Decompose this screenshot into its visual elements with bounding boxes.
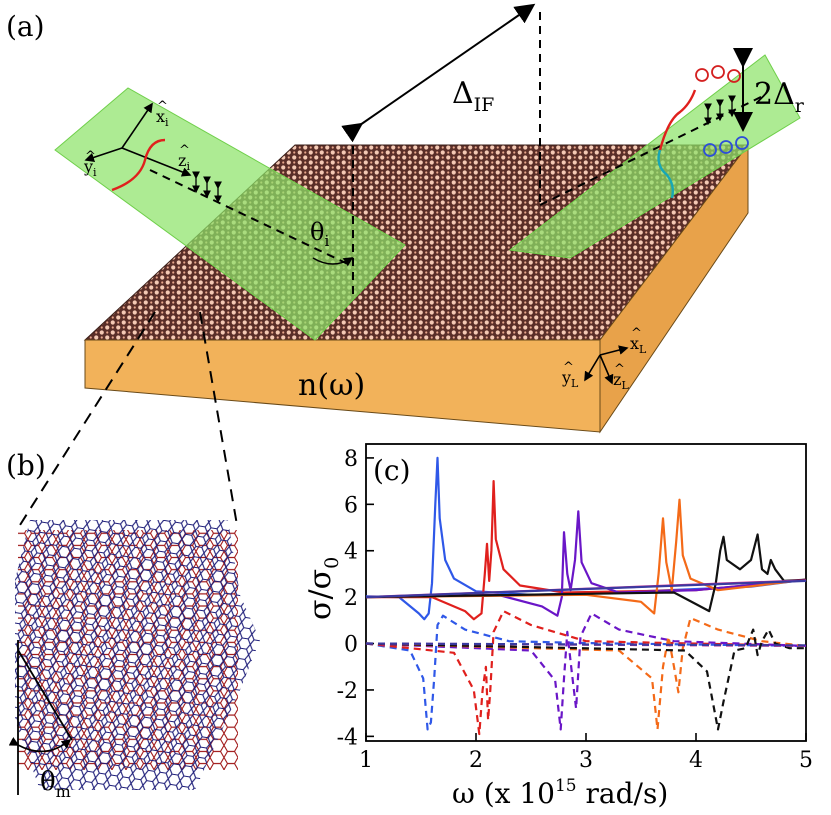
delta-r-label: 2Δr: [754, 77, 805, 117]
y-tick-label-3: 2: [344, 586, 358, 611]
theta-m-arc: [8, 736, 72, 753]
reflected-spin-beams: [657, 65, 749, 199]
panel-label-c: (c): [373, 454, 411, 487]
y-tick-label-6: 8: [344, 447, 358, 472]
y-tick-label-5: 6: [344, 493, 358, 518]
series-black-imag: [365, 628, 806, 731]
theta-m-tilted: [17, 649, 73, 741]
axis-yl-label: yL: [561, 368, 579, 390]
y-tick-label-0: -4: [337, 725, 358, 750]
theta-i-label: θi: [310, 218, 329, 250]
x-tick-label-1: 2: [469, 748, 483, 773]
delta-if-arrow: [341, 3, 536, 143]
lab-axes: xL ^ yL ^ zL ^: [561, 326, 647, 392]
svg-text:^: ^: [157, 99, 168, 114]
axis-zl-label: zL: [613, 370, 629, 392]
theta-i-arc: [312, 257, 354, 267]
incident-beam-plane: [54, 87, 406, 341]
x-axis-label: ω (x 1015 rad/s): [452, 776, 668, 810]
x-tick-label-3: 4: [689, 748, 703, 773]
delta-if-label: ΔIF: [452, 76, 494, 116]
blue-lattice-layer: [15, 520, 260, 790]
reflected-polarization-arrows: [704, 95, 736, 126]
axis-xl-label: xL: [630, 334, 647, 356]
series-navy-imag: [365, 642, 807, 647]
incident-wave-red: [111, 138, 166, 192]
svg-text:^: ^: [179, 143, 190, 158]
reflected-wave-cyan: [657, 149, 675, 199]
refractive-index-label: n(ω): [298, 368, 365, 403]
y-tick-label-4: 4: [344, 540, 358, 565]
svg-text:^: ^: [563, 360, 574, 375]
axis-xi-label: xi: [156, 107, 169, 129]
zoom-line-left: [19, 311, 156, 526]
conductivity-chart: (c) -4 -2 0 2 4 6 8 1 2 3 4 5 σ/σ0 ω (x 1015 rad/s…: [303, 443, 813, 810]
moire-lattice: [15, 520, 260, 790]
axis-zi-label: zi: [178, 151, 190, 173]
theta-m-label: θm: [40, 767, 71, 801]
panel-label-a: (a): [6, 10, 45, 43]
y-tick-label-1: -2: [337, 679, 358, 704]
svg-text:^: ^: [631, 326, 642, 341]
incident-polarization-arrows: [192, 171, 222, 204]
y-tick-label-2: 0: [344, 633, 358, 658]
series-red-real: [366, 480, 807, 621]
zoom-line-right: [199, 311, 238, 526]
series-black-real: [365, 533, 807, 613]
x-tick-label-0: 1: [359, 748, 373, 773]
blue-helicity-circles: [703, 136, 749, 157]
incident-ray: [149, 169, 351, 266]
series-purple-imag: [365, 612, 807, 731]
reflected-wave-red: [658, 89, 697, 151]
slab-right-face: [599, 143, 749, 434]
x-tick-label-2: 3: [579, 748, 593, 773]
series-blue-imag: [365, 614, 807, 731]
y-axis-label: σ/σ0: [303, 557, 343, 620]
series-orange-real: [365, 498, 807, 615]
series-red-imag: [365, 609, 807, 736]
reflected-beam-plane: [508, 54, 801, 259]
series-orange-imag: [365, 616, 807, 731]
panel-label-b: (b): [6, 449, 46, 482]
svg-text:^: ^: [614, 362, 625, 377]
incident-axes: xi ^ yi ^ zi ^: [83, 99, 222, 204]
red-helicity-circles: [695, 65, 741, 83]
svg-text:^: ^: [85, 149, 96, 164]
x-tick-label-4: 5: [799, 748, 813, 773]
series-navy-real: [365, 579, 807, 599]
axis-yi-label: yi: [83, 157, 97, 179]
